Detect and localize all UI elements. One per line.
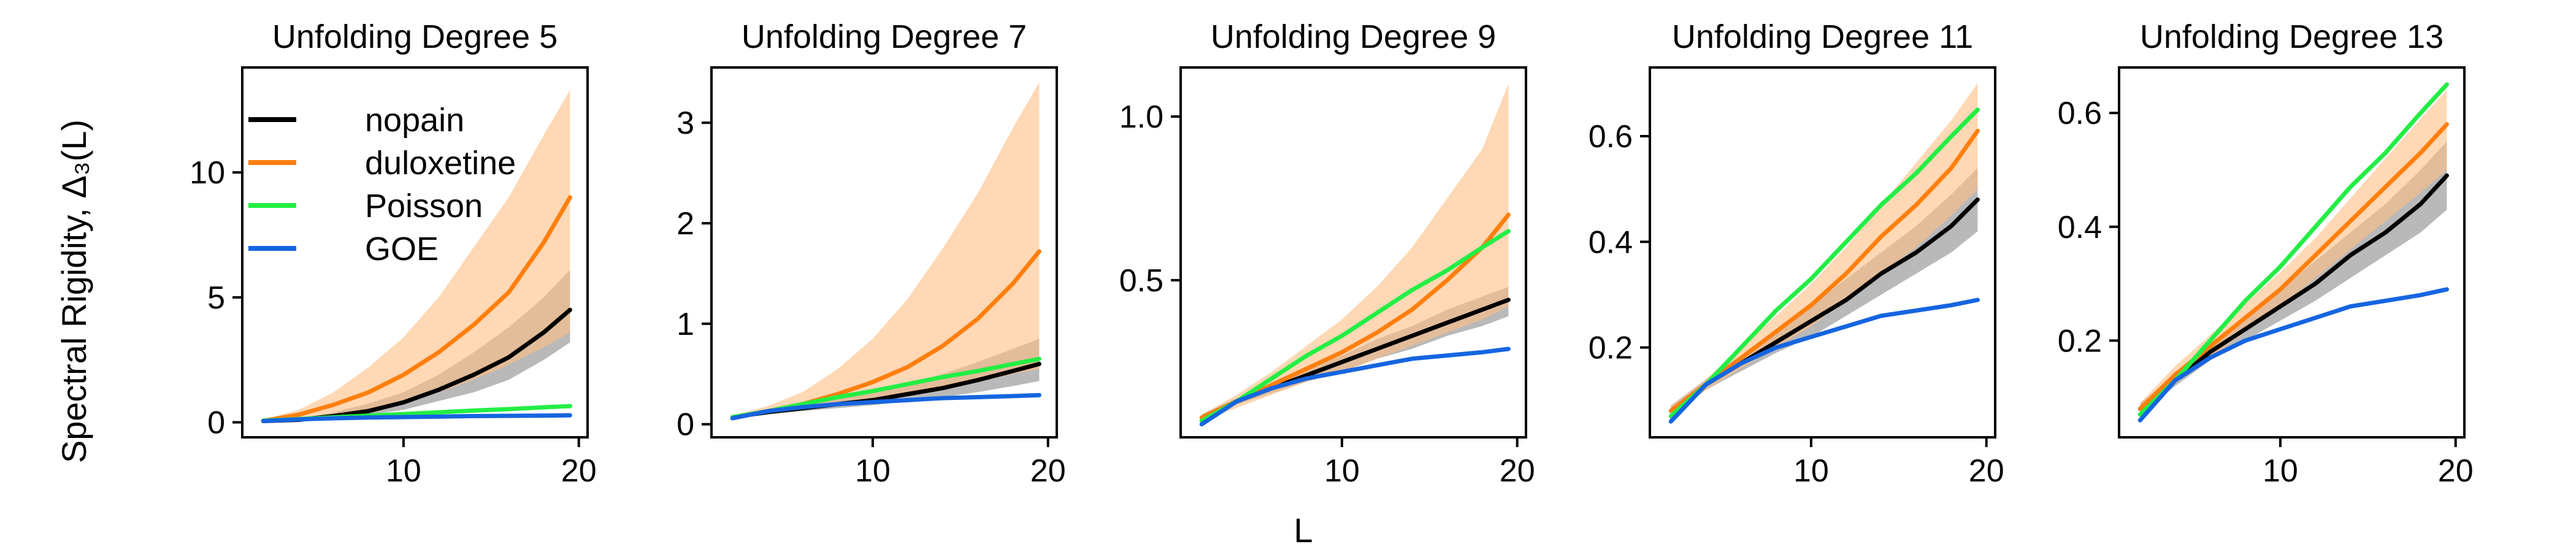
GOE-line [1199, 347, 1511, 427]
nopain-band [263, 270, 570, 422]
y-tick-label: 0.6 [1589, 119, 1633, 155]
panel-2: Unfolding Degree 7 10 20 0 1 2 3 [677, 18, 1066, 489]
y-tick-label: 0.6 [2058, 96, 2102, 131]
panel-title: Unfolding Degree 5 [272, 18, 558, 55]
x-tick-label: 20 [1030, 453, 1066, 489]
x-tick-label: 20 [1500, 453, 1535, 489]
plot-frame [1179, 66, 1527, 439]
y-tick-label: 0 [677, 407, 694, 443]
legend-item-nopain: nopain [248, 102, 464, 139]
y-tick-label: 0 [207, 405, 225, 441]
panel-title: Unfolding Degree 13 [2140, 18, 2444, 55]
legend-item-duloxetine: duloxetine [248, 145, 516, 182]
x-tick-label: 10 [855, 453, 891, 489]
legend-label: duloxetine [365, 145, 516, 182]
duloxetine-line [261, 195, 572, 423]
plot-frame [710, 66, 1058, 439]
y-tick-label: 0.2 [1589, 331, 1633, 366]
x-tick-label: 10 [386, 453, 421, 489]
Poisson-line [1668, 107, 1980, 418]
y-tick-label: 1 [677, 307, 694, 342]
x-tick-label: 20 [1969, 453, 2004, 489]
duloxetine-line [1668, 128, 1980, 413]
x-axis-label: L [1294, 511, 1313, 550]
legend: nopain duloxetine Poisson GOE [248, 102, 516, 267]
legend-label: nopain [365, 102, 464, 139]
plot-frame [241, 66, 589, 439]
y-tick-label: 0.4 [2058, 210, 2102, 245]
duloxetine-band [1202, 83, 1509, 421]
panel-title: Unfolding Degree 9 [1211, 18, 1496, 55]
GOE-line [261, 413, 572, 423]
legend-label: Poisson [365, 188, 483, 224]
y-axis-label: Spectral Rigidity, Δ₃(L) [55, 120, 93, 463]
GOE-line [1668, 297, 1980, 424]
duloxetine-band [263, 90, 570, 422]
y-tick-label: 0.5 [1119, 263, 1163, 299]
y-tick-label: 1.0 [1119, 99, 1163, 135]
y-tick-label: 0.4 [1589, 224, 1633, 260]
panel-1: Unfolding Degree 5 10 20 0 5 10 [190, 18, 596, 489]
GOE-line [2137, 287, 2449, 423]
y-tick-label: 0.2 [2058, 323, 2102, 359]
y-tick-label: 2 [677, 206, 694, 242]
x-tick-label: 10 [2263, 453, 2298, 489]
x-tick-label: 10 [1793, 453, 1829, 489]
panel-title: Unfolding Degree 7 [742, 18, 1027, 55]
panel-3: Unfolding Degree 9 10 20 0.5 1.0 [1119, 18, 1535, 489]
legend-label: GOE [365, 231, 439, 267]
panel-4: Unfolding Degree 11 10 20 0.2 0.4 0.6 [1589, 18, 2004, 489]
panel-title: Unfolding Degree 11 [1672, 18, 1973, 55]
duloxetine-band [732, 82, 1040, 418]
Poisson-line [1199, 229, 1511, 423]
y-tick-label: 10 [190, 155, 225, 191]
Poisson-line [2137, 82, 2449, 417]
y-tick-label: 3 [677, 105, 694, 141]
GOE-line [730, 393, 1041, 421]
plot-frame [2118, 66, 2466, 439]
y-tick-label: 5 [207, 280, 225, 316]
x-tick-label: 20 [2438, 453, 2474, 489]
panel-5: Unfolding Degree 13 10 20 0.2 0.4 0.6 [2058, 18, 2474, 489]
nopain-line [2137, 173, 2449, 412]
duloxetine-band [1671, 83, 1978, 416]
legend-item-poisson: Poisson [248, 188, 483, 224]
x-tick-label: 20 [561, 453, 597, 489]
legend-item-goe: GOE [248, 231, 439, 267]
x-tick-label: 10 [1324, 453, 1360, 489]
plot-frame [1649, 66, 1996, 439]
